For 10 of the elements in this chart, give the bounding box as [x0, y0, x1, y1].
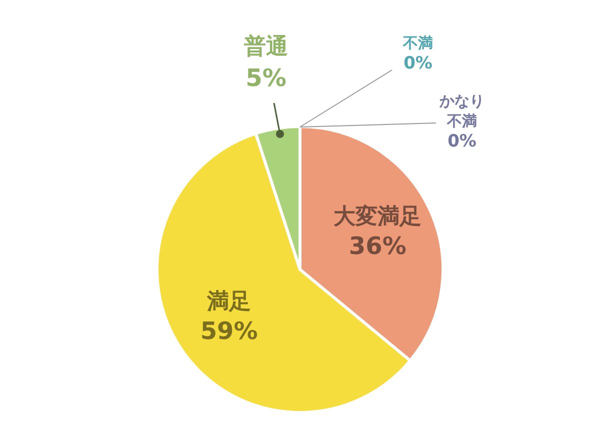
slice-label: 普通 — [243, 34, 288, 60]
category-label: かなり不満 — [440, 92, 484, 130]
data-label: 36% — [348, 232, 406, 260]
text: 0% — [448, 131, 476, 152]
data-label: 5% — [246, 64, 286, 92]
slice-label: 満足 — [206, 289, 252, 314]
slice-label: 大変満足 — [334, 204, 422, 230]
text: 0% — [404, 53, 432, 74]
category-label: 不満 — [403, 34, 433, 52]
data-label: 59% — [200, 316, 258, 345]
